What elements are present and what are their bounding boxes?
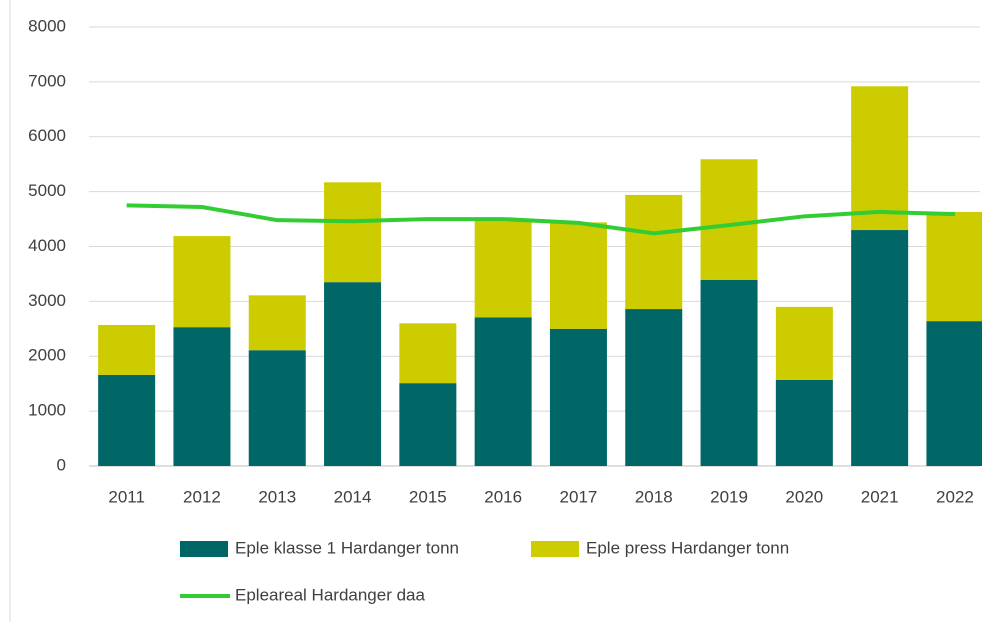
bar-segment <box>549 222 607 329</box>
legend-label: Eple klasse 1 Hardanger tonn <box>235 538 459 557</box>
y-tick-label: 4000 <box>28 236 66 255</box>
y-tick-label: 3000 <box>28 291 66 310</box>
y-tick-label: 0 <box>57 455 66 474</box>
line-series <box>126 203 956 236</box>
bar-segment <box>248 295 306 351</box>
bar-segment <box>700 159 758 280</box>
legend-label: Eple press Hardanger tonn <box>586 538 789 557</box>
y-tick-label: 6000 <box>28 126 66 145</box>
y-tick-label: 5000 <box>28 181 66 200</box>
bar-segment <box>474 317 532 466</box>
bar-segment <box>775 379 833 466</box>
y-tick-label: 1000 <box>28 401 66 420</box>
bar-segment <box>324 182 382 283</box>
x-tick-label: 2021 <box>861 487 899 506</box>
bar-segment <box>324 282 382 466</box>
bar-segment <box>399 323 457 384</box>
bar-segment <box>248 350 306 466</box>
x-tick-label: 2020 <box>785 487 823 506</box>
bar-segment <box>851 86 909 231</box>
bar-segment <box>173 236 231 328</box>
bar-segment <box>625 309 683 466</box>
x-tick-label: 2012 <box>183 487 221 506</box>
x-tick-label: 2018 <box>635 487 673 506</box>
x-tick-label: 2013 <box>258 487 296 506</box>
x-tick-label: 2015 <box>409 487 447 506</box>
x-tick-label: 2022 <box>936 487 974 506</box>
bar-segment <box>926 211 982 322</box>
x-tick-label: 2019 <box>710 487 748 506</box>
bar-segment <box>474 220 532 318</box>
legend-label: Epleareal Hardanger daa <box>235 585 426 604</box>
bar-segment <box>98 374 156 466</box>
bar-segment <box>775 306 833 380</box>
bar-segment <box>700 279 758 466</box>
bar-segment <box>549 328 607 466</box>
bar-segment <box>851 230 909 466</box>
bar-segment <box>173 327 231 466</box>
legend-swatch <box>531 541 579 557</box>
bar-segment <box>926 321 982 466</box>
y-tick-label: 2000 <box>28 346 66 365</box>
y-tick-label: 8000 <box>28 16 66 35</box>
x-tick-label: 2017 <box>560 487 598 506</box>
x-tick-label: 2014 <box>334 487 372 506</box>
bar-segment <box>399 383 457 466</box>
legend-swatch <box>180 541 228 557</box>
bar-segment <box>98 324 156 375</box>
x-tick-label: 2016 <box>484 487 522 506</box>
x-tick-label: 2011 <box>108 487 145 506</box>
bar-segment <box>625 194 683 310</box>
y-tick-label: 7000 <box>28 71 66 90</box>
